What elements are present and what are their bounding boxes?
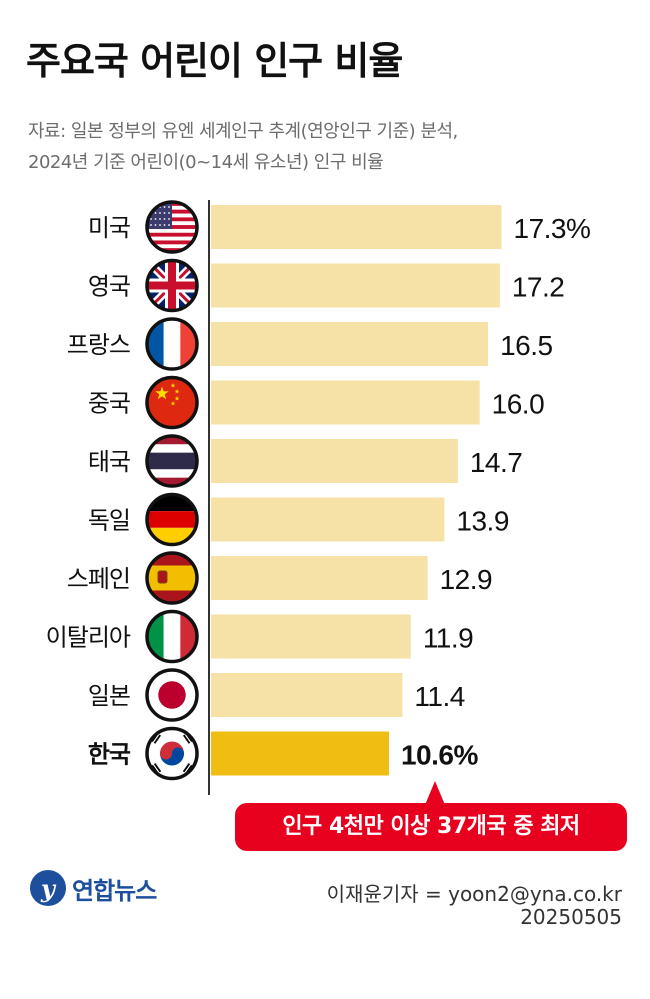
value-label: 17.2: [512, 272, 565, 303]
bar: [211, 731, 389, 776]
germany-flag-icon: [145, 492, 199, 547]
chart-subtitle-line-1: 자료: 일본 정부의 유엔 세계인구 추계(연앙인구 기준) 분석,: [28, 121, 458, 142]
korea-flag-icon: [145, 726, 199, 781]
bar: [211, 439, 458, 483]
category-label: 태국: [88, 448, 130, 476]
callout-note: 인구 4천만 이상 37개국 중 최저: [235, 803, 627, 851]
value-label: 11.9: [423, 623, 473, 654]
bar: [211, 556, 428, 600]
italy-flag-icon: [145, 609, 199, 664]
publish-date: 20250505: [520, 905, 622, 929]
bar: [211, 380, 480, 425]
value-label: 10.6%: [401, 740, 478, 771]
uk-flag-icon: [145, 258, 199, 313]
callout-pointer: [425, 781, 445, 805]
bar: [211, 497, 445, 542]
bar: [211, 205, 502, 249]
category-label: 한국: [88, 741, 131, 769]
value-label: 12.9: [440, 564, 493, 595]
value-label: 11.4: [414, 681, 464, 712]
category-label: 프랑스: [67, 331, 130, 359]
thailand-flag-icon: [145, 434, 199, 488]
category-label: 독일: [88, 507, 130, 535]
spain-flag-icon: [145, 551, 199, 605]
chart-subtitle-line-2: 2024년 기준 어린이(0~14세 유소년) 인구 비율: [28, 152, 384, 173]
yonhap-logo-mark-icon: y: [30, 870, 66, 906]
bar: [211, 614, 411, 659]
category-label: 영국: [88, 273, 130, 301]
yonhap-logo-text: 연합뉴스: [72, 876, 157, 905]
china-flag-icon: [145, 375, 199, 430]
japan-flag-icon: [145, 668, 199, 722]
yonhap-logo: y 연합뉴스: [30, 870, 157, 906]
value-label: 17.3%: [514, 213, 591, 244]
bar: [211, 322, 489, 366]
value-label: 14.7: [470, 447, 523, 478]
value-label: 16.5: [500, 330, 553, 361]
value-label: 13.9: [456, 506, 509, 537]
category-label: 이탈리아: [46, 624, 131, 652]
category-label: 일본: [88, 682, 130, 710]
us-flag-icon: [145, 200, 199, 254]
value-label: 16.0: [492, 389, 545, 420]
bar: [211, 673, 403, 717]
category-label: 중국: [88, 390, 130, 418]
category-label: 미국: [88, 214, 130, 242]
chart-title: 주요국 어린이 인구 비율: [26, 39, 403, 83]
france-flag-icon: [145, 317, 199, 371]
bar: [211, 263, 500, 308]
reporter-credit: 이재윤기자 = yoon2@yna.co.kr: [326, 882, 622, 906]
category-label: 스페인: [67, 565, 130, 593]
bar-chart: 미국 17.3% 영국 17.2 프랑스 16.5 중국 16.0 태국 14.7 독일 13.9 스페…: [46, 200, 591, 795]
